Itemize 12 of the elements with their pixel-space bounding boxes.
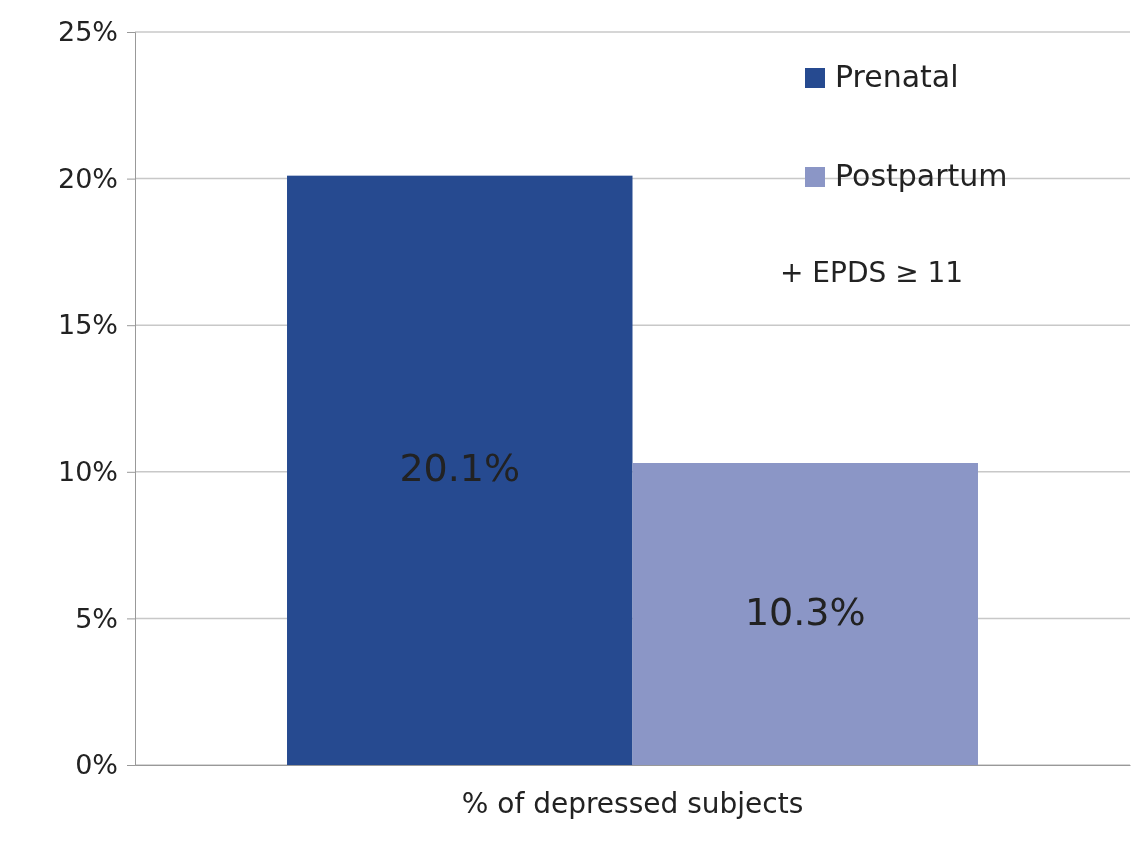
legend-label: Postpartum	[835, 157, 1008, 193]
annotation: + EPDS ≥ 11	[780, 256, 964, 289]
y-tick-label: 20%	[57, 162, 118, 194]
y-tick-label: 25%	[57, 16, 118, 48]
y-tick-label: 15%	[57, 309, 118, 341]
y-tick-label: 0%	[75, 749, 118, 781]
y-tick-label: 10%	[57, 455, 118, 487]
data-label: 20.1%	[399, 445, 521, 490]
y-tick-label: 5%	[75, 602, 118, 634]
legend-label: Prenatal	[835, 58, 959, 94]
x-tick-label: % of depressed subjects	[461, 786, 804, 820]
data-label: 10.3%	[744, 589, 866, 634]
